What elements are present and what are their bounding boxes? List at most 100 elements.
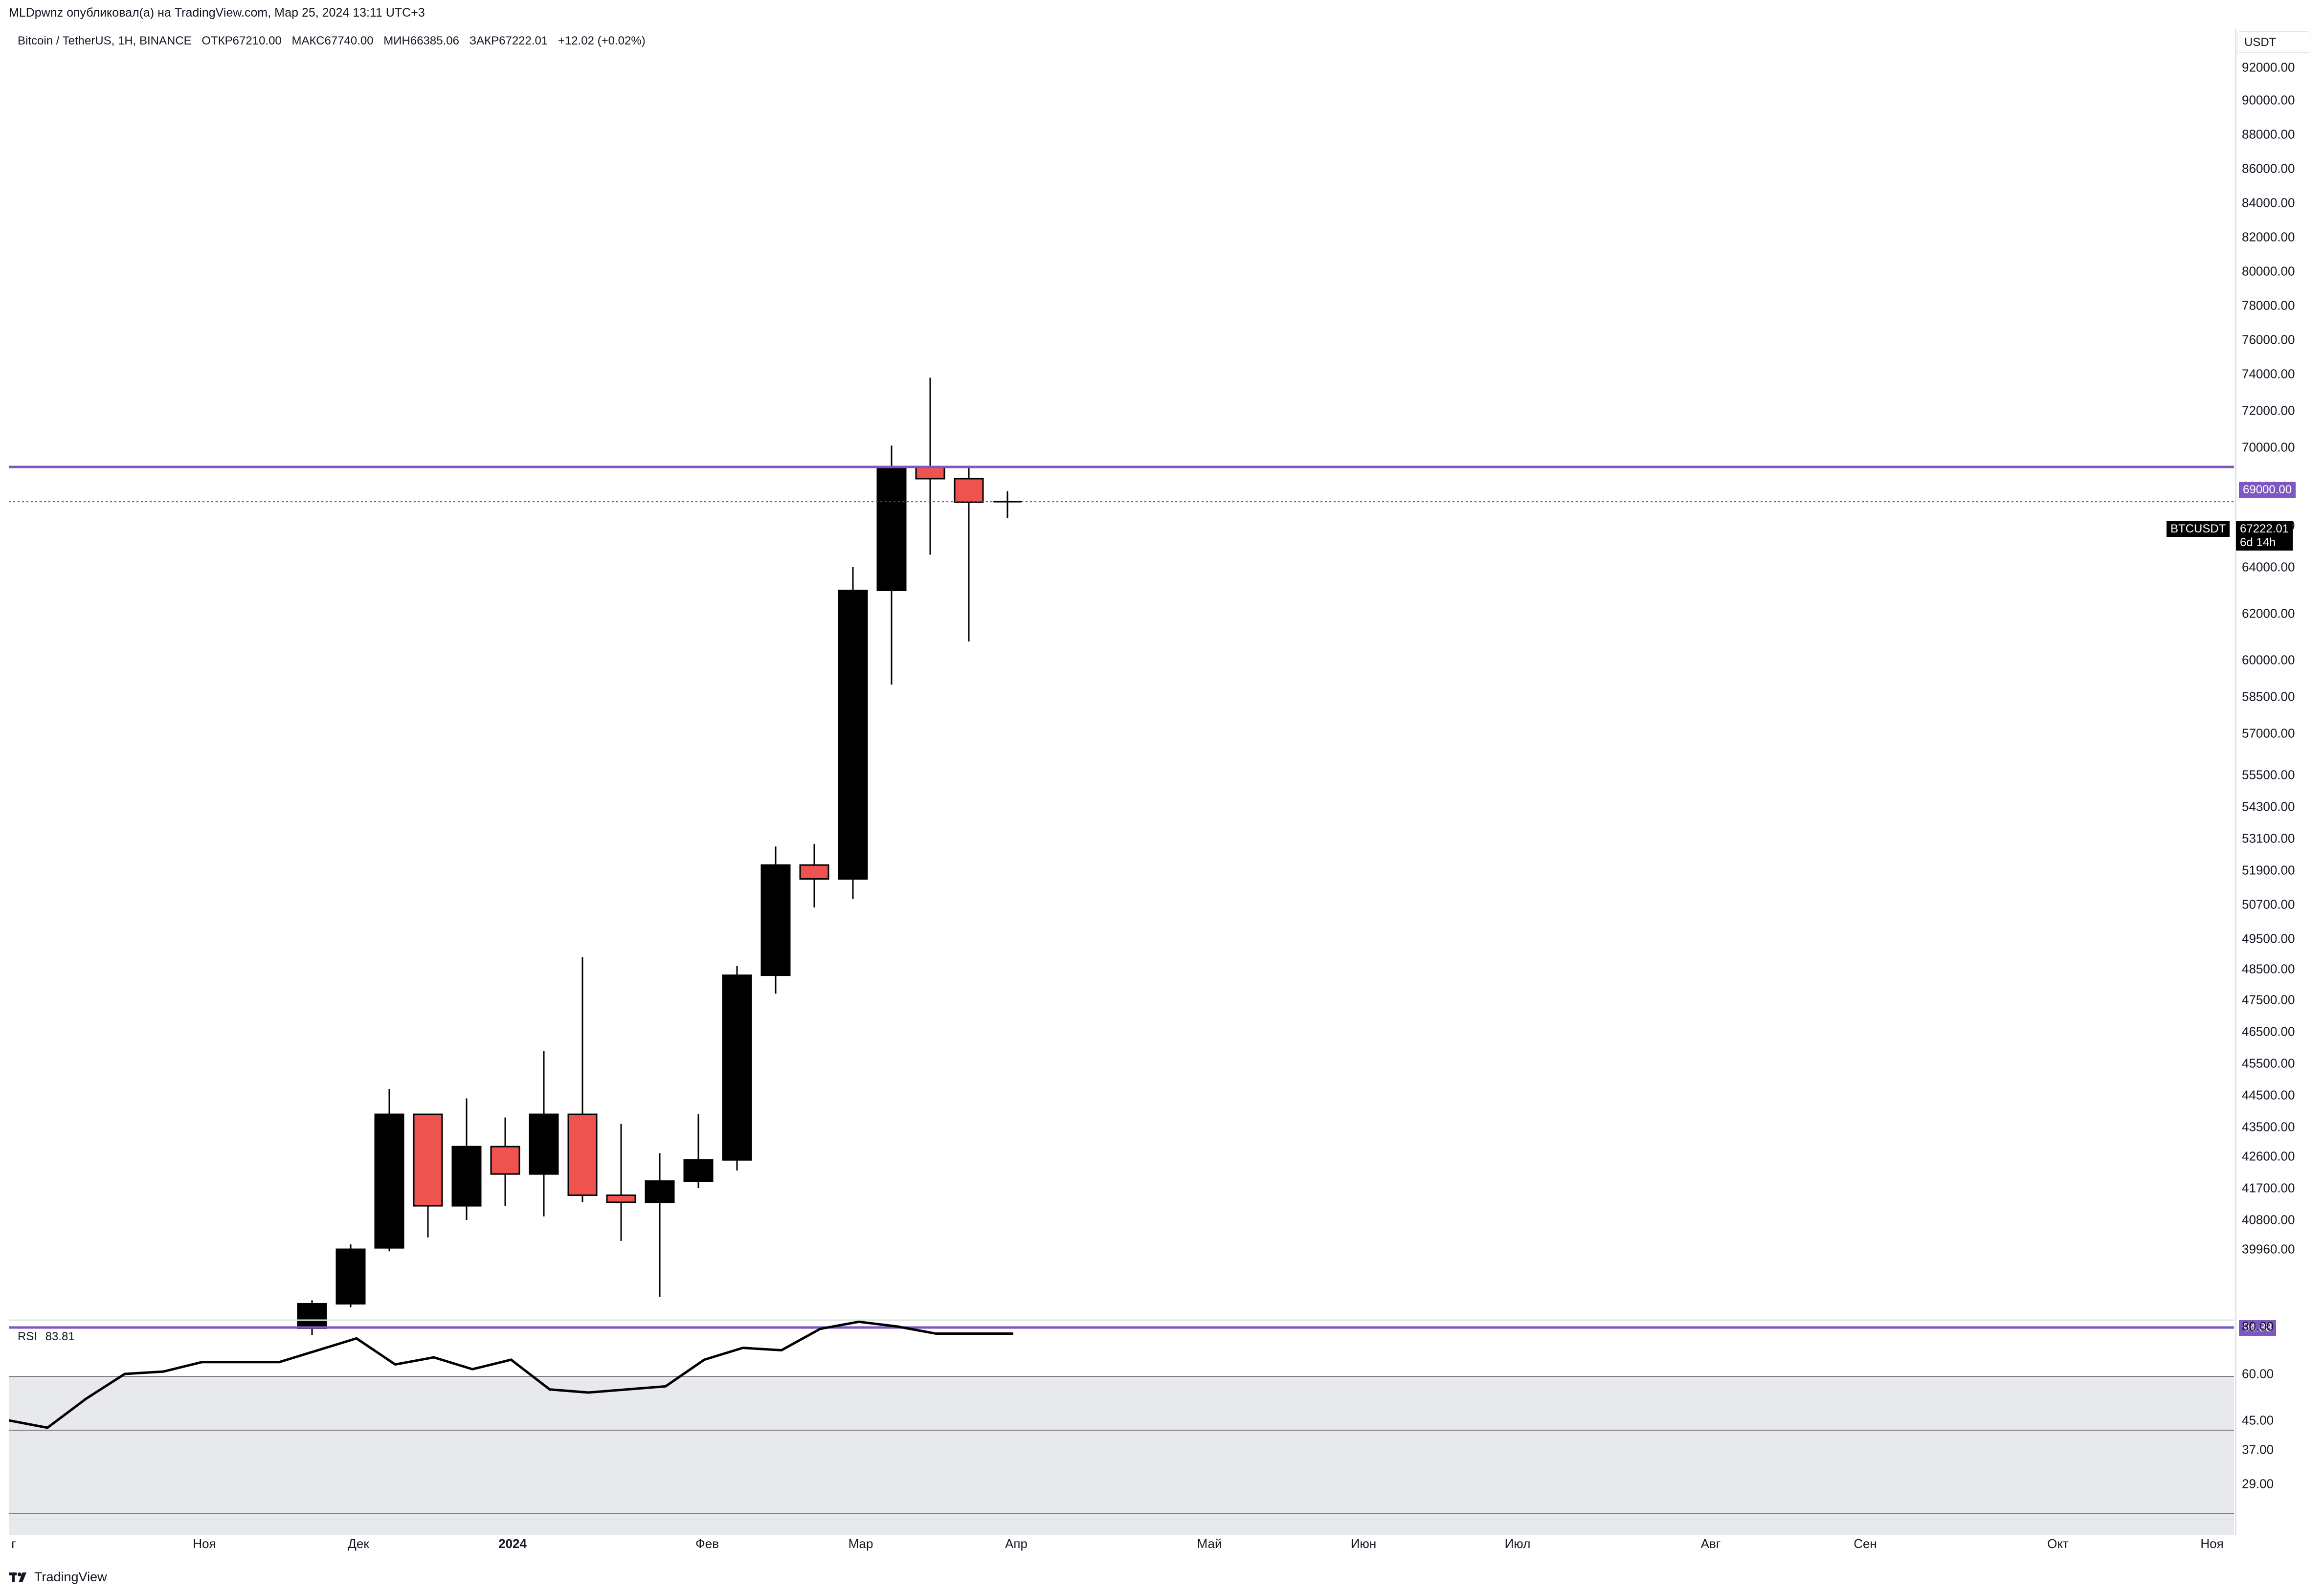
brand-label: TradingView: [34, 1570, 107, 1584]
time-axis-label: 2024: [498, 1536, 527, 1551]
rsi-tick-label: 60.00: [2242, 1366, 2274, 1381]
rsi-line: [9, 1320, 1013, 1429]
price-tick-label: 78000.00: [2242, 298, 2295, 313]
candle-body: [529, 1113, 559, 1175]
price-tick-label: 45500.00: [2242, 1056, 2295, 1071]
candle-body: [799, 864, 829, 880]
time-axis-label: Ноя: [2200, 1536, 2224, 1551]
candle: [335, 1244, 366, 1307]
tradingview-brand[interactable]: TradingView: [9, 1570, 107, 1585]
candle-body: [722, 974, 752, 1161]
main-chart[interactable]: [9, 29, 2234, 1535]
price-tick-label: 54300.00: [2242, 799, 2295, 814]
time-axis-label: Май: [1197, 1536, 1222, 1551]
candle: [451, 1098, 482, 1220]
rsi-label: RSI: [18, 1330, 38, 1343]
price-tick-label: 55500.00: [2242, 767, 2295, 782]
price-tick-label: 57000.00: [2242, 726, 2295, 741]
price-tick-label: 88000.00: [2242, 127, 2295, 142]
bar-countdown: 6d 14h: [2240, 536, 2276, 549]
price-tick-label: 51900.00: [2242, 863, 2295, 878]
time-axis-label: Фев: [695, 1536, 719, 1551]
time-axis-label: Июн: [1350, 1536, 1377, 1551]
price-tick-label: 49500.00: [2242, 931, 2295, 946]
price-tick-label: 82000.00: [2242, 229, 2295, 244]
price-tick-label: 74000.00: [2242, 366, 2295, 381]
time-axis-label: Июл: [1504, 1536, 1531, 1551]
price-tick-label: 44500.00: [2242, 1087, 2295, 1103]
rsi-level-tag: 94.88: [2239, 1320, 2277, 1336]
candle-body: [838, 590, 868, 880]
legend-low: МИН66385.06: [383, 34, 459, 47]
price-tick-label: 72000.00: [2242, 403, 2295, 418]
rsi-legend[interactable]: RSI 83.81: [18, 1330, 75, 1344]
candle-body: [335, 1248, 366, 1305]
price-tick-label: 39960.00: [2242, 1241, 2295, 1257]
time-axis-label: г: [11, 1536, 16, 1551]
candles-layer: [297, 377, 1021, 1335]
candle: [838, 567, 868, 899]
candle-body: [413, 1113, 443, 1207]
candle: [722, 966, 752, 1171]
time-axis-label: Авг: [1700, 1536, 1721, 1551]
price-axis[interactable]: [2235, 29, 2324, 1535]
candle-body: [683, 1159, 714, 1182]
candle-body: [374, 1113, 404, 1249]
candle: [413, 1113, 443, 1238]
legend-open: ОТКР67210.00: [201, 34, 282, 47]
price-tick-label: 80000.00: [2242, 264, 2295, 279]
time-axis-label: Окт: [2047, 1536, 2069, 1551]
rsi-band: [9, 1376, 2234, 1535]
candle: [374, 1089, 404, 1252]
candle-body: [645, 1180, 675, 1203]
time-axis-label: Дек: [348, 1536, 369, 1551]
legend-symbol[interactable]: Bitcoin / TetherUS, 1H, BINANCE: [18, 34, 192, 47]
price-tick-label: 76000.00: [2242, 332, 2295, 347]
candle-body: [760, 864, 791, 976]
candle-body: [567, 1113, 598, 1196]
rsi-tick-label: 80.00: [2242, 1319, 2274, 1334]
time-axis-label: Ноя: [193, 1536, 216, 1551]
candle: [683, 1114, 714, 1188]
candle: [529, 1051, 559, 1217]
price-tick-label: 92000.00: [2242, 60, 2295, 75]
candle: [760, 846, 791, 994]
candle-body: [876, 466, 907, 591]
price-tick-label: 46500.00: [2242, 1024, 2295, 1039]
price-tick-label: 47500.00: [2242, 992, 2295, 1007]
rsi-tick-label: 29.00: [2242, 1476, 2274, 1491]
symbol-tag: BTCUSDT: [2167, 521, 2230, 537]
level-price-tag: 69000.00: [2239, 482, 2296, 498]
candle-body: [490, 1146, 520, 1175]
candle-body: [954, 478, 984, 503]
candle-body: [451, 1146, 482, 1207]
rsi-value: 83.81: [45, 1330, 75, 1343]
price-tick-label: 60000.00: [2242, 652, 2295, 667]
publish-caption: MLDpwnz опубликовал(а) на TradingView.co…: [9, 6, 425, 20]
price-tick-label: 64000.00: [2242, 559, 2295, 575]
candle-body: [297, 1303, 327, 1329]
price-tick-label: 62000.00: [2242, 606, 2295, 621]
price-tick-label: 50700.00: [2242, 897, 2295, 912]
symbol-legend: Bitcoin / TetherUS, 1H, BINANCE ОТКР6721…: [18, 34, 652, 48]
candle-body: [606, 1194, 636, 1203]
currency-selector[interactable]: USDT: [2237, 31, 2310, 53]
tradingview-logo-icon: [9, 1572, 26, 1582]
rsi-tick-label: 45.00: [2242, 1413, 2274, 1428]
candle: [490, 1117, 520, 1206]
candle: [645, 1153, 675, 1297]
price-tick-label: 48500.00: [2242, 961, 2295, 976]
last-price-tag: 67222.01 6d 14h: [2236, 521, 2293, 551]
legend-close: ЗАКР67222.01: [469, 34, 548, 47]
candle: [799, 843, 829, 907]
price-tick-label: 84000.00: [2242, 195, 2295, 210]
price-tick-label: 90000.00: [2242, 92, 2295, 108]
candle: [567, 957, 598, 1202]
legend-high: МАКС67740.00: [291, 34, 374, 47]
rsi-tick-label: 37.00: [2242, 1442, 2274, 1457]
price-tick-label: 70000.00: [2242, 440, 2295, 455]
candle: [606, 1124, 636, 1241]
price-tick-label: 40800.00: [2242, 1212, 2295, 1227]
legend-change: +12.02 (+0.02%): [558, 34, 646, 47]
candle: [954, 467, 984, 642]
